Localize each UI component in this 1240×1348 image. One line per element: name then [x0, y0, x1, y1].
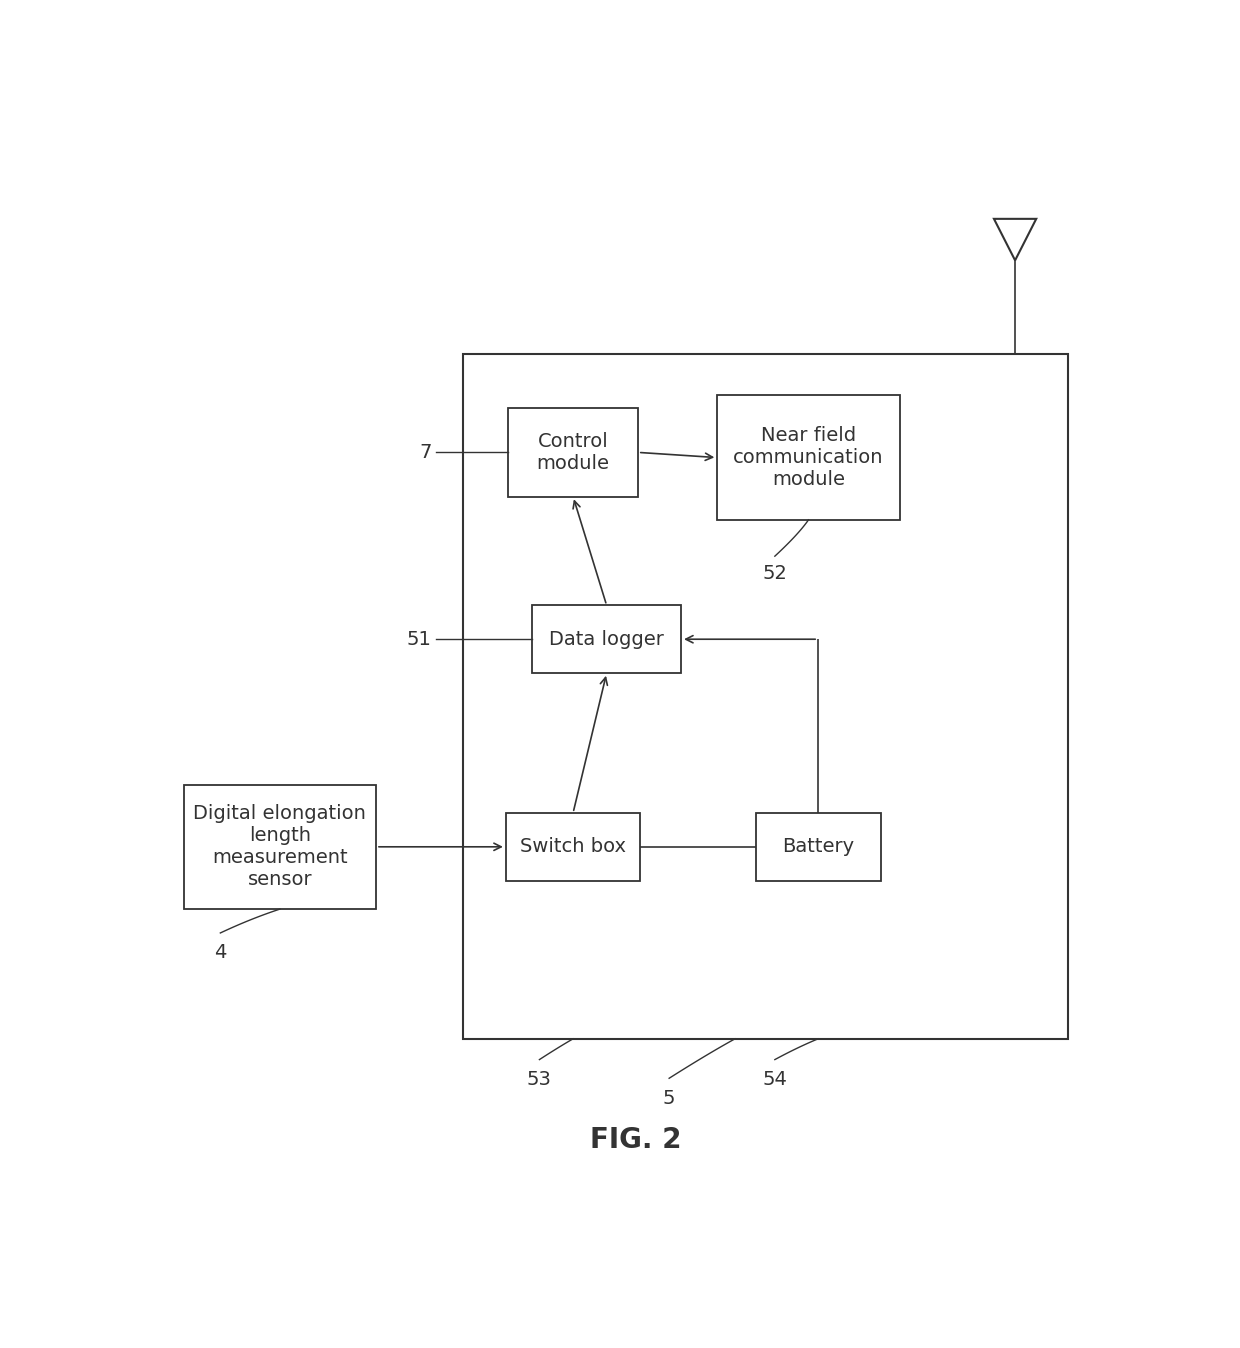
Bar — [717, 395, 900, 520]
Text: FIG. 2: FIG. 2 — [590, 1126, 681, 1154]
Bar — [506, 813, 640, 880]
Text: Data logger: Data logger — [549, 630, 665, 648]
Text: Digital elongation
length
measurement
sensor: Digital elongation length measurement se… — [193, 805, 366, 890]
Bar — [463, 353, 1068, 1039]
Polygon shape — [994, 218, 1037, 260]
Text: 7: 7 — [419, 443, 432, 462]
Bar — [532, 605, 681, 673]
Text: 5: 5 — [663, 1089, 676, 1108]
Text: 4: 4 — [215, 944, 227, 962]
Text: Near field
communication
module: Near field communication module — [733, 426, 884, 489]
Text: 54: 54 — [763, 1070, 787, 1089]
Text: 51: 51 — [407, 630, 432, 648]
Bar — [508, 408, 637, 496]
Text: 53: 53 — [527, 1070, 552, 1089]
Text: Control
module: Control module — [537, 431, 610, 473]
Text: Switch box: Switch box — [520, 837, 626, 856]
Bar — [184, 785, 376, 909]
Bar — [755, 813, 880, 880]
Text: 52: 52 — [763, 565, 787, 584]
Text: Battery: Battery — [782, 837, 854, 856]
